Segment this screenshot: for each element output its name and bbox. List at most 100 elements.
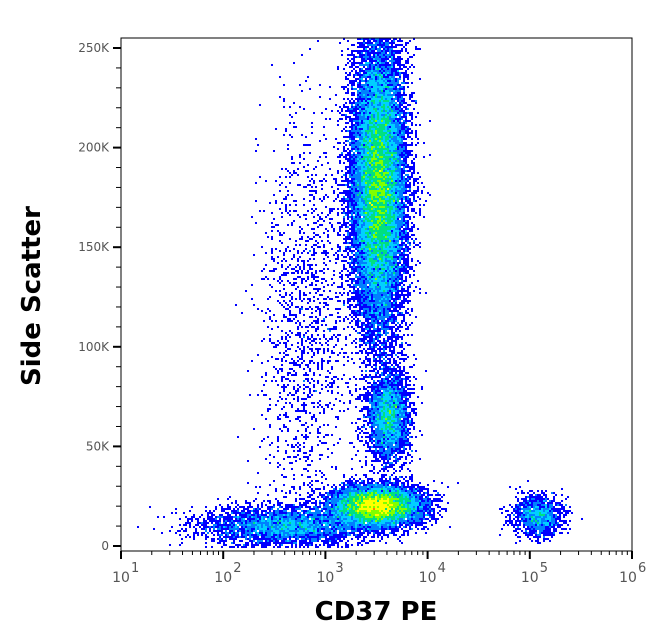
density-cell (373, 156, 375, 158)
density-cell (383, 188, 385, 190)
density-cell (417, 178, 419, 180)
density-cell (381, 50, 383, 52)
density-cell (365, 242, 367, 244)
density-cell (393, 172, 395, 174)
density-cell (291, 194, 293, 196)
density-cell (369, 58, 371, 60)
density-cell (407, 136, 409, 138)
density-cell (345, 268, 347, 270)
density-cell (355, 132, 357, 134)
density-cell (361, 236, 363, 238)
density-cell (353, 242, 355, 244)
density-cell (403, 154, 405, 156)
density-cell (359, 50, 361, 52)
density-cell (377, 88, 379, 90)
density-cell (373, 88, 375, 90)
density-cell (391, 248, 393, 250)
density-cell (337, 66, 339, 68)
density-cell (391, 260, 393, 262)
density-cell (379, 116, 381, 118)
density-cell (389, 328, 391, 330)
density-cell (409, 168, 411, 170)
density-cell (375, 316, 377, 318)
density-cell (397, 124, 399, 126)
density-cell (357, 252, 359, 254)
density-cell (401, 110, 403, 112)
density-cell (365, 158, 367, 160)
density-cell (359, 224, 361, 226)
density-cell (313, 222, 315, 224)
density-cell (357, 220, 359, 222)
density-cell (357, 192, 359, 194)
density-cell (399, 126, 401, 128)
density-cell (351, 106, 353, 108)
density-cell (379, 72, 381, 74)
density-cell (397, 328, 399, 330)
density-cell (397, 226, 399, 228)
density-cell (295, 306, 297, 308)
density-cell (361, 250, 363, 252)
density-cell (375, 132, 377, 134)
density-cell (371, 202, 373, 204)
density-cell (363, 44, 365, 46)
density-cell (311, 282, 313, 284)
density-cell (279, 234, 281, 236)
density-cell (285, 130, 287, 132)
density-cell (369, 190, 371, 192)
density-cell (355, 170, 357, 172)
density-cell (403, 206, 405, 208)
density-cell (399, 266, 401, 268)
density-cell (361, 302, 363, 304)
density-cell (365, 246, 367, 248)
density-cell (367, 240, 369, 242)
density-cell (367, 166, 369, 168)
density-cell (313, 236, 315, 238)
density-cell (397, 310, 399, 312)
density-cell (359, 90, 361, 92)
density-cell (409, 128, 411, 130)
density-cell (367, 100, 369, 102)
density-cell (369, 212, 371, 214)
density-cell (393, 46, 395, 48)
density-cell (281, 264, 283, 266)
density-cell (379, 276, 381, 278)
density-cell (355, 70, 357, 72)
density-cell (391, 228, 393, 230)
density-cell (271, 258, 273, 260)
density-cell (405, 146, 407, 148)
density-cell (353, 206, 355, 208)
density-cell (353, 218, 355, 220)
density-cell (375, 252, 377, 254)
density-cell (397, 110, 399, 112)
density-cell (357, 188, 359, 190)
density-cell (357, 162, 359, 164)
density-cell (307, 240, 309, 242)
density-cell (285, 250, 287, 252)
density-cell (383, 264, 385, 266)
density-cell (381, 192, 383, 194)
density-cell (377, 324, 379, 326)
density-cell (367, 328, 369, 330)
density-cell (369, 60, 371, 62)
density-cell (385, 150, 387, 152)
density-cell (381, 158, 383, 160)
density-cell (397, 250, 399, 252)
density-cell (379, 252, 381, 254)
density-cell (295, 322, 297, 324)
density-cell (351, 304, 353, 306)
density-cell (415, 238, 417, 240)
density-cell (359, 84, 361, 86)
density-cell (361, 272, 363, 274)
density-cell (359, 234, 361, 236)
density-cell (401, 200, 403, 202)
density-cell (285, 210, 287, 212)
density-cell (385, 164, 387, 166)
density-cell (359, 120, 361, 122)
density-cell (331, 248, 333, 250)
density-cell (363, 250, 365, 252)
density-cell (385, 134, 387, 136)
density-cell (403, 166, 405, 168)
density-cell (373, 164, 375, 166)
density-cell (385, 66, 387, 68)
density-cell (343, 180, 345, 182)
